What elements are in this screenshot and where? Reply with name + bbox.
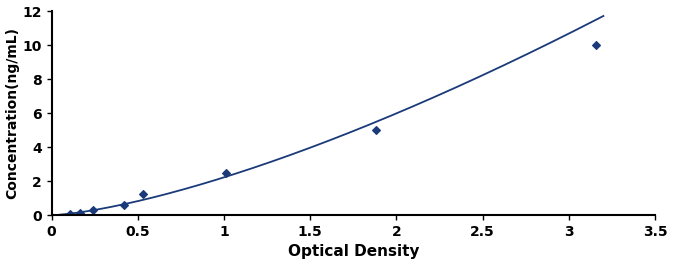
X-axis label: Optical Density: Optical Density <box>287 244 419 259</box>
Y-axis label: Concentration(ng/mL): Concentration(ng/mL) <box>5 27 20 199</box>
